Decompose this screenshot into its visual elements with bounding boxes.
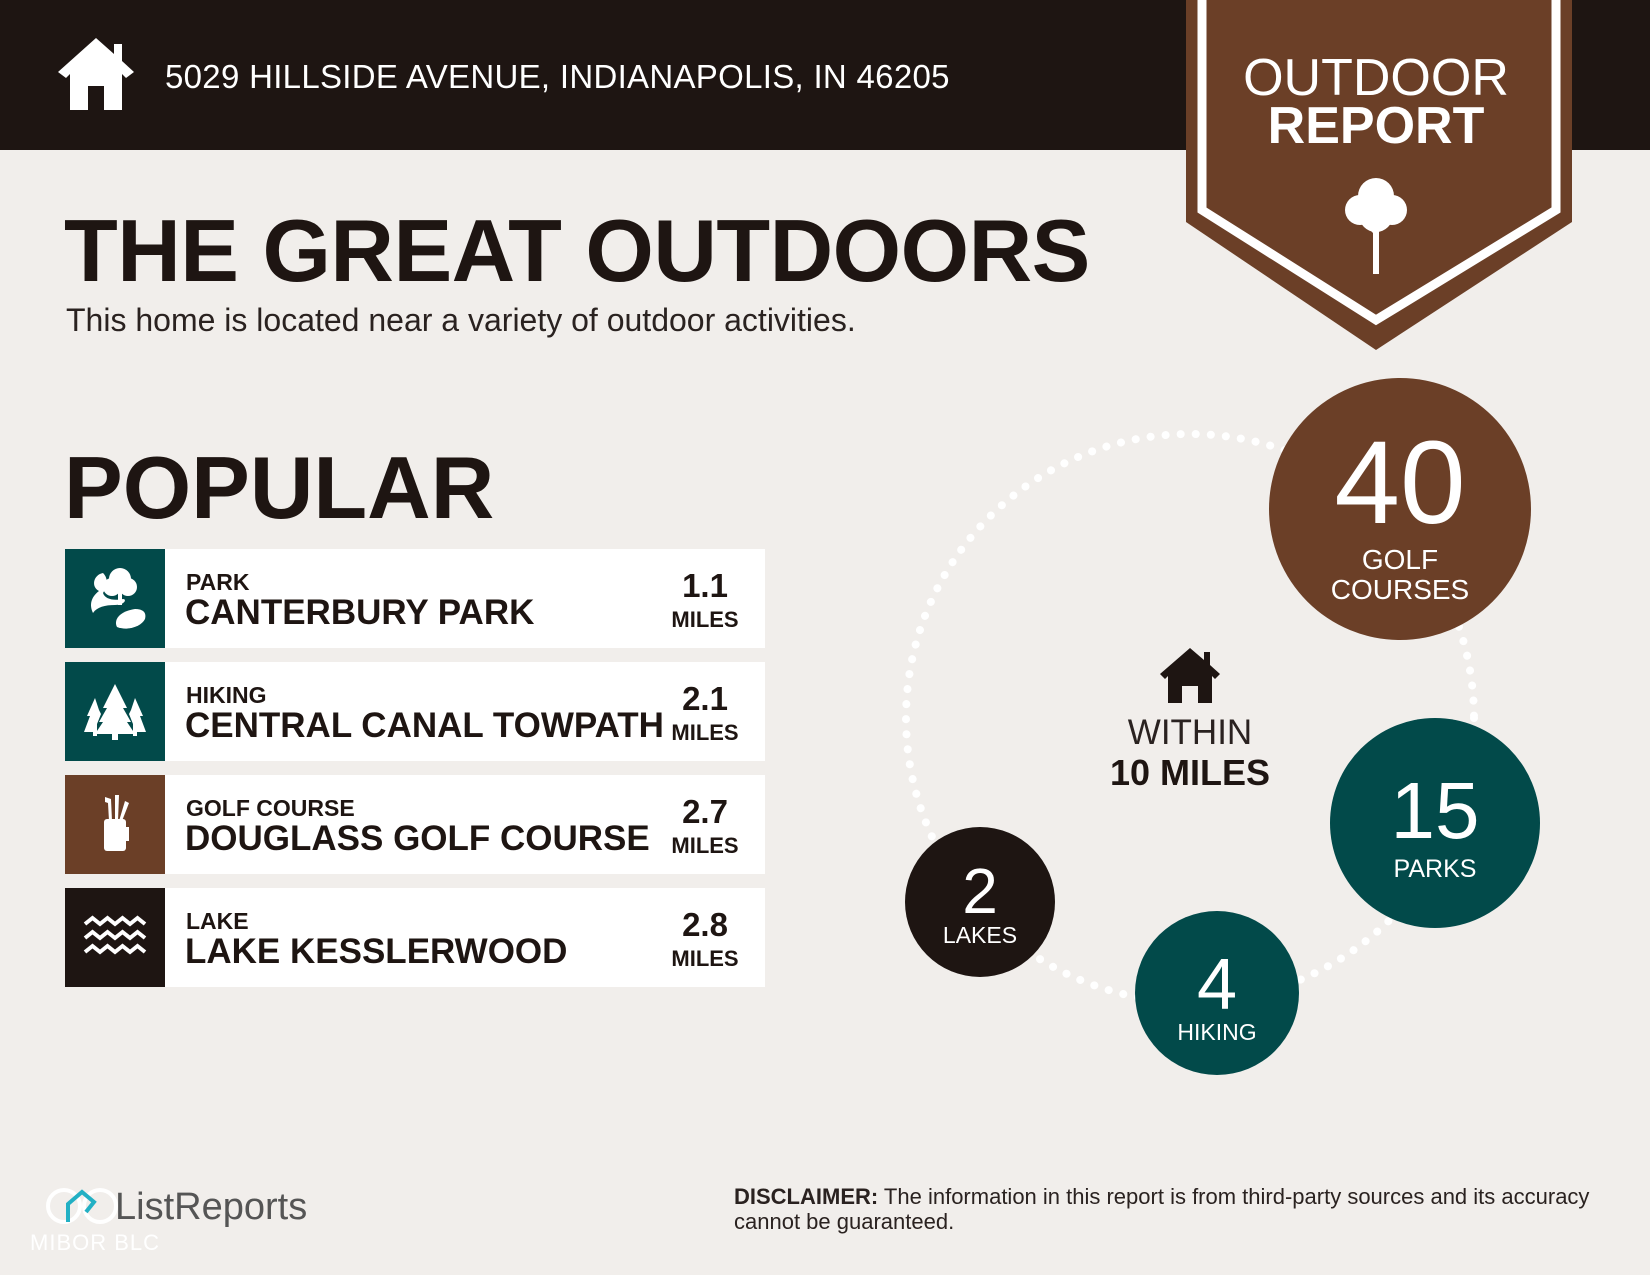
disclaimer-text: The information in this report is from t… [734,1184,1590,1234]
hiking-label: HIKING [1177,1019,1257,1045]
item-category: HIKING [186,682,267,708]
item-category: PARK [186,569,250,595]
pine-trees-icon [65,662,165,761]
home-icon [1160,648,1220,703]
item-category: LAKE [186,908,249,934]
page-title: THE GREAT OUTDOORS [64,201,1090,300]
item-unit: MILES [671,607,739,632]
property-address: 5029 HILLSIDE AVENUE, INDIANAPOLIS, IN 4… [165,58,950,95]
parks-count-circle [1330,718,1540,928]
radius-line1: WITHIN [1127,713,1253,752]
listreports-logo-text: ListReports [115,1186,308,1228]
mibor-watermark: MIBOR BLC [30,1230,161,1255]
golf-count: 40 [1334,417,1466,549]
item-distance: 1.1 [682,567,728,604]
hiking-count: 4 [1196,945,1238,1025]
item-unit: MILES [671,946,739,971]
golf-label2: COURSES [1330,574,1470,605]
radius-dotted-circle [902,430,1478,1006]
lakes-count: 2 [962,855,998,927]
item-unit: MILES [671,833,739,858]
item-category: GOLF COURSE [186,795,355,821]
list-item: GOLF COURSE DOUGLASS GOLF COURSE 2.7 MIL… [65,775,765,874]
item-unit: MILES [671,720,739,745]
park-icon [65,549,165,648]
outdoor-report-badge [1186,0,1572,350]
popular-heading: POPULAR [64,438,495,537]
item-distance: 2.1 [682,680,728,717]
page-subtitle: This home is located near a variety of o… [66,302,856,338]
item-name: DOUGLASS GOLF COURSE [185,819,650,858]
parks-label: PARKS [1393,855,1477,883]
item-name: LAKE KESSLERWOOD [185,932,568,971]
hiking-count-circle [1135,911,1299,1075]
tree-icon [1345,178,1407,274]
badge-line2: REPORT [1267,97,1485,155]
item-name: CENTRAL CANAL TOWPATH [185,706,664,745]
golf-count-circle [1269,378,1531,640]
parks-count: 15 [1390,766,1480,855]
listreports-logo-icon [46,1188,118,1224]
home-icon [58,38,134,110]
lakes-label: LAKES [942,922,1018,948]
golf-label1: GOLF [1361,544,1439,575]
disclaimer-label: DISCLAIMER: [734,1184,879,1209]
item-distance: 2.7 [682,793,728,830]
list-item: LAKE LAKE KESSLERWOOD 2.8 MILES [65,888,765,987]
item-distance: 2.8 [682,906,728,943]
radius-line2: 10 MILES [1109,752,1271,793]
list-item: PARK CANTERBURY PARK 1.1 MILES [65,549,765,648]
list-item: HIKING CENTRAL CANAL TOWPATH 2.1 MILES [65,662,765,761]
disclaimer: DISCLAIMER: The information in this repo… [734,1184,1594,1234]
waves-icon [65,888,165,987]
golf-bag-icon [65,775,165,874]
item-name: CANTERBURY PARK [185,593,535,632]
badge-line1: OUTDOOR [1243,49,1509,107]
lakes-count-circle [905,827,1055,977]
